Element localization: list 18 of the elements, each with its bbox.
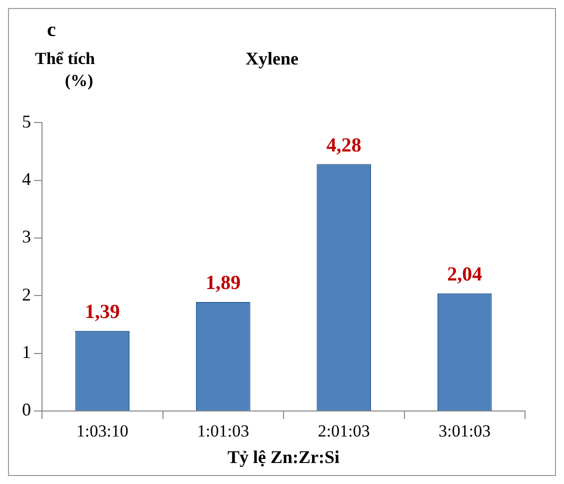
x-axis-title: Tỷ lệ Zn:Zr:Si (227, 446, 340, 467)
y-tick-label: 1 (22, 342, 31, 362)
y-tick-label: 3 (22, 226, 31, 247)
y-tick-label: 4 (22, 169, 31, 190)
y-tick-label: 5 (22, 111, 31, 132)
x-tick-label: 2:01:03 (318, 422, 370, 441)
chart-title: Xylene (246, 48, 298, 68)
x-tick-label: 3:01:03 (438, 422, 491, 441)
data-label: 4,28 (326, 134, 362, 156)
data-label: 2,04 (447, 264, 482, 286)
y-axis-title: Thể tích (%) (35, 48, 96, 90)
data-label: 1,89 (206, 272, 241, 294)
y-tick-label: 0 (22, 400, 31, 420)
text: c (47, 19, 56, 42)
y-tick-label: 2 (22, 284, 31, 304)
x-tick-label: 1:01:03 (197, 422, 250, 441)
x-tick-label: 1:03:10 (76, 422, 128, 441)
data-label: 1,39 (84, 300, 120, 323)
